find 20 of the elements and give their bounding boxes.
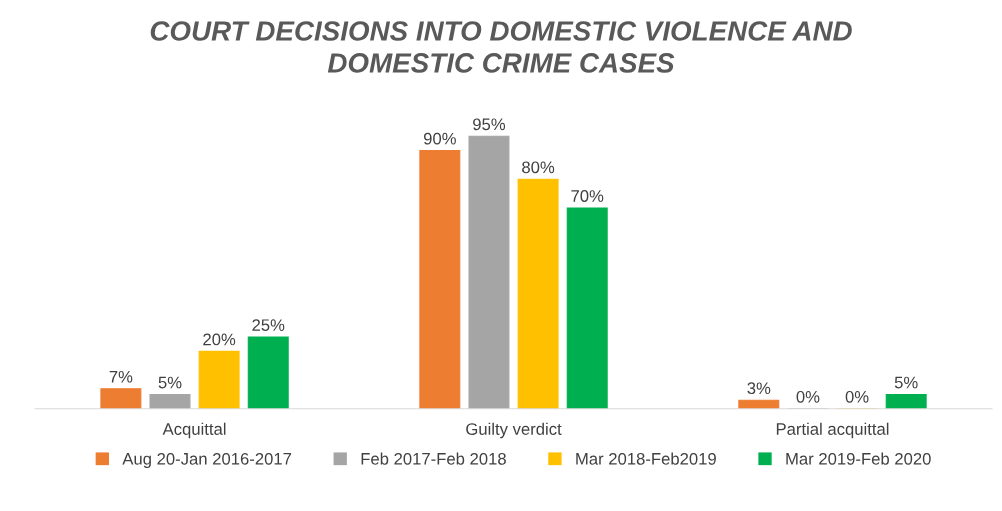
- data-label: 3%: [747, 382, 771, 395]
- x-tick-label: Guilty verdict: [466, 422, 562, 439]
- x-tick-label: Acquittal: [162, 422, 226, 439]
- chart-title: COURT DECISIONS INTO DOMESTIC VIOLENCE AND DOMESTIC CRIME CASES: [150, 21, 852, 73]
- data-label: 5%: [158, 376, 182, 389]
- data-label: 90%: [423, 132, 456, 145]
- legend-label: Mar 2018-Feb2019: [576, 452, 716, 465]
- data-label: 80%: [522, 161, 555, 174]
- data-label: 25%: [252, 319, 285, 332]
- x-tick-label: Partial acquittal: [776, 422, 889, 439]
- data-label: 7%: [109, 370, 133, 383]
- data-label: 0%: [845, 390, 869, 403]
- legend-label: Aug 20-Jan 2016-2017: [122, 452, 292, 469]
- data-label: 5%: [894, 376, 918, 389]
- legend-label: Mar 2019-Feb 2020: [786, 452, 931, 465]
- data-label: 70%: [571, 190, 604, 202]
- legend-label: Feb 2017-Feb 2018: [361, 452, 506, 465]
- data-label: 20%: [203, 333, 236, 346]
- data-label: 0%: [796, 390, 820, 403]
- data-label: 95%: [473, 118, 506, 131]
